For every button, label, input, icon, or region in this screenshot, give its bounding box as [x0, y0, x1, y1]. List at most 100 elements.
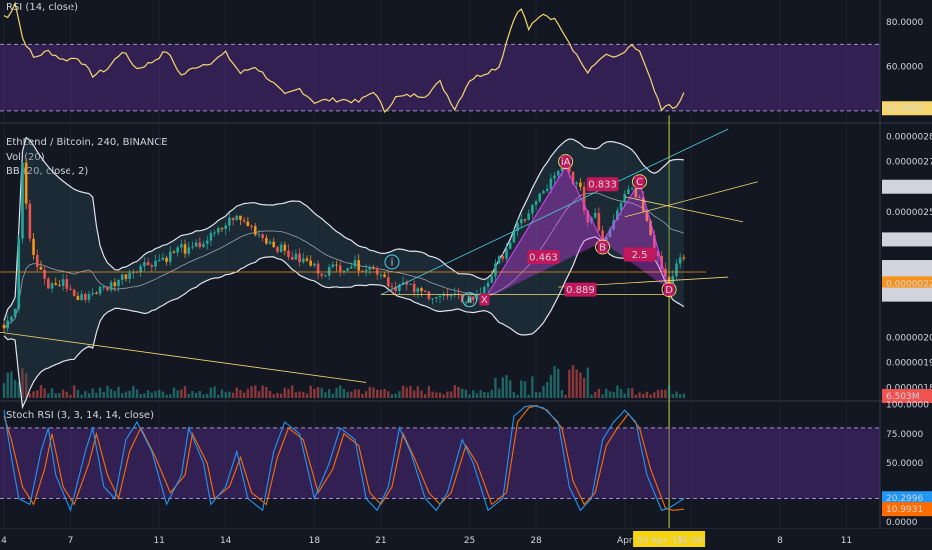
candle-body — [475, 294, 479, 300]
volume-bar — [616, 385, 619, 398]
pattern-point-label: X — [481, 295, 488, 306]
candle-body — [582, 186, 586, 211]
candle-body — [675, 263, 678, 277]
candle-body — [538, 193, 542, 202]
volume-bar — [660, 389, 663, 398]
volume-bar — [84, 391, 87, 398]
ratio-label: 0.463 — [529, 252, 558, 263]
volume-bar — [427, 386, 431, 398]
volume-bar — [135, 389, 139, 398]
rsi-axis-label: 80.0000 — [886, 18, 923, 28]
candle-body — [50, 283, 54, 289]
volume-bar — [538, 392, 541, 398]
candle-body — [95, 292, 98, 294]
candle-body — [638, 196, 641, 198]
volume-bar — [13, 379, 17, 398]
ratio-label: 0.833 — [588, 180, 617, 191]
volume-bar — [409, 385, 412, 398]
candle-body — [80, 294, 83, 301]
stoch-axis-label: 50.0000 — [886, 459, 923, 469]
volume-bar — [368, 386, 371, 398]
pattern-xab — [484, 166, 603, 300]
volume-bar — [564, 394, 567, 398]
candle-body — [10, 316, 13, 321]
candle-body — [106, 286, 109, 291]
candle-body — [534, 201, 538, 205]
volume-bar — [191, 390, 194, 398]
candle-body — [324, 275, 327, 277]
price-tag: 0.00000239 — [886, 235, 932, 245]
volume-bar — [656, 390, 660, 398]
candle-body — [571, 171, 575, 184]
candle-body — [357, 260, 361, 271]
candle-body — [375, 268, 379, 275]
candle-body — [427, 291, 431, 299]
stoch-d-line — [3, 404, 684, 511]
candle-body — [279, 244, 283, 252]
volume-bar — [327, 389, 331, 398]
volume-bar — [194, 392, 198, 398]
volume-bar — [605, 388, 608, 398]
volume-bar — [424, 394, 427, 398]
candle-body — [508, 242, 512, 249]
candle-body — [316, 263, 320, 274]
volume-bar — [242, 392, 246, 398]
candle-body — [645, 211, 649, 222]
volume-bar — [387, 391, 390, 398]
candle-body — [612, 220, 615, 230]
candle-body — [265, 238, 268, 244]
volume-bar — [50, 388, 54, 398]
candle-body — [568, 164, 571, 172]
candle-body — [191, 246, 194, 248]
volume-bar — [346, 391, 349, 398]
candle-body — [338, 265, 342, 272]
candle-body — [438, 295, 442, 297]
time-tick-label: 21 — [375, 536, 386, 546]
volume-bar — [431, 391, 434, 398]
volume-bar — [283, 387, 287, 398]
pattern-point-box — [597, 240, 608, 253]
volume-bar — [36, 390, 39, 398]
candle-body — [390, 286, 394, 288]
candle-body — [235, 215, 239, 221]
pattern-point-label: i — [391, 258, 394, 269]
volume-bar — [10, 371, 13, 398]
candle-body — [198, 242, 202, 248]
candle-body — [512, 231, 516, 243]
volume-bar — [553, 366, 556, 398]
volume-bar — [486, 392, 490, 398]
candle-body — [58, 284, 61, 286]
volume-bar — [649, 394, 652, 398]
volume-bar — [146, 390, 150, 398]
volume-bar — [2, 383, 6, 398]
volume-bar — [464, 389, 468, 398]
ratio-label: 0.889 — [566, 285, 595, 296]
candle-body — [479, 293, 482, 295]
candle-body — [372, 267, 375, 269]
volume-bar — [121, 393, 124, 398]
candle-body — [616, 210, 619, 221]
candle-body — [17, 238, 21, 309]
volume-bar — [294, 392, 298, 398]
stoch-axis-label: 0.0000 — [886, 518, 918, 528]
price-tag-bg — [882, 179, 932, 194]
candle-body — [117, 280, 120, 287]
candle-body — [228, 217, 231, 226]
candle-body — [224, 225, 227, 229]
candle-body — [65, 279, 69, 289]
ratio-label: 2.5 — [632, 250, 648, 261]
volume-bar — [497, 388, 501, 398]
stoch-axis-label: 75.0000 — [886, 430, 923, 440]
channel-line-up — [380, 128, 729, 295]
volume-bar — [420, 390, 423, 398]
ratio-label-box — [527, 249, 560, 264]
volume-bar — [490, 389, 493, 398]
volume-bar — [560, 389, 564, 398]
bb-upper — [3, 136, 684, 321]
candle-body — [627, 189, 630, 194]
volume-bar — [642, 393, 645, 398]
candle-body — [449, 295, 453, 297]
